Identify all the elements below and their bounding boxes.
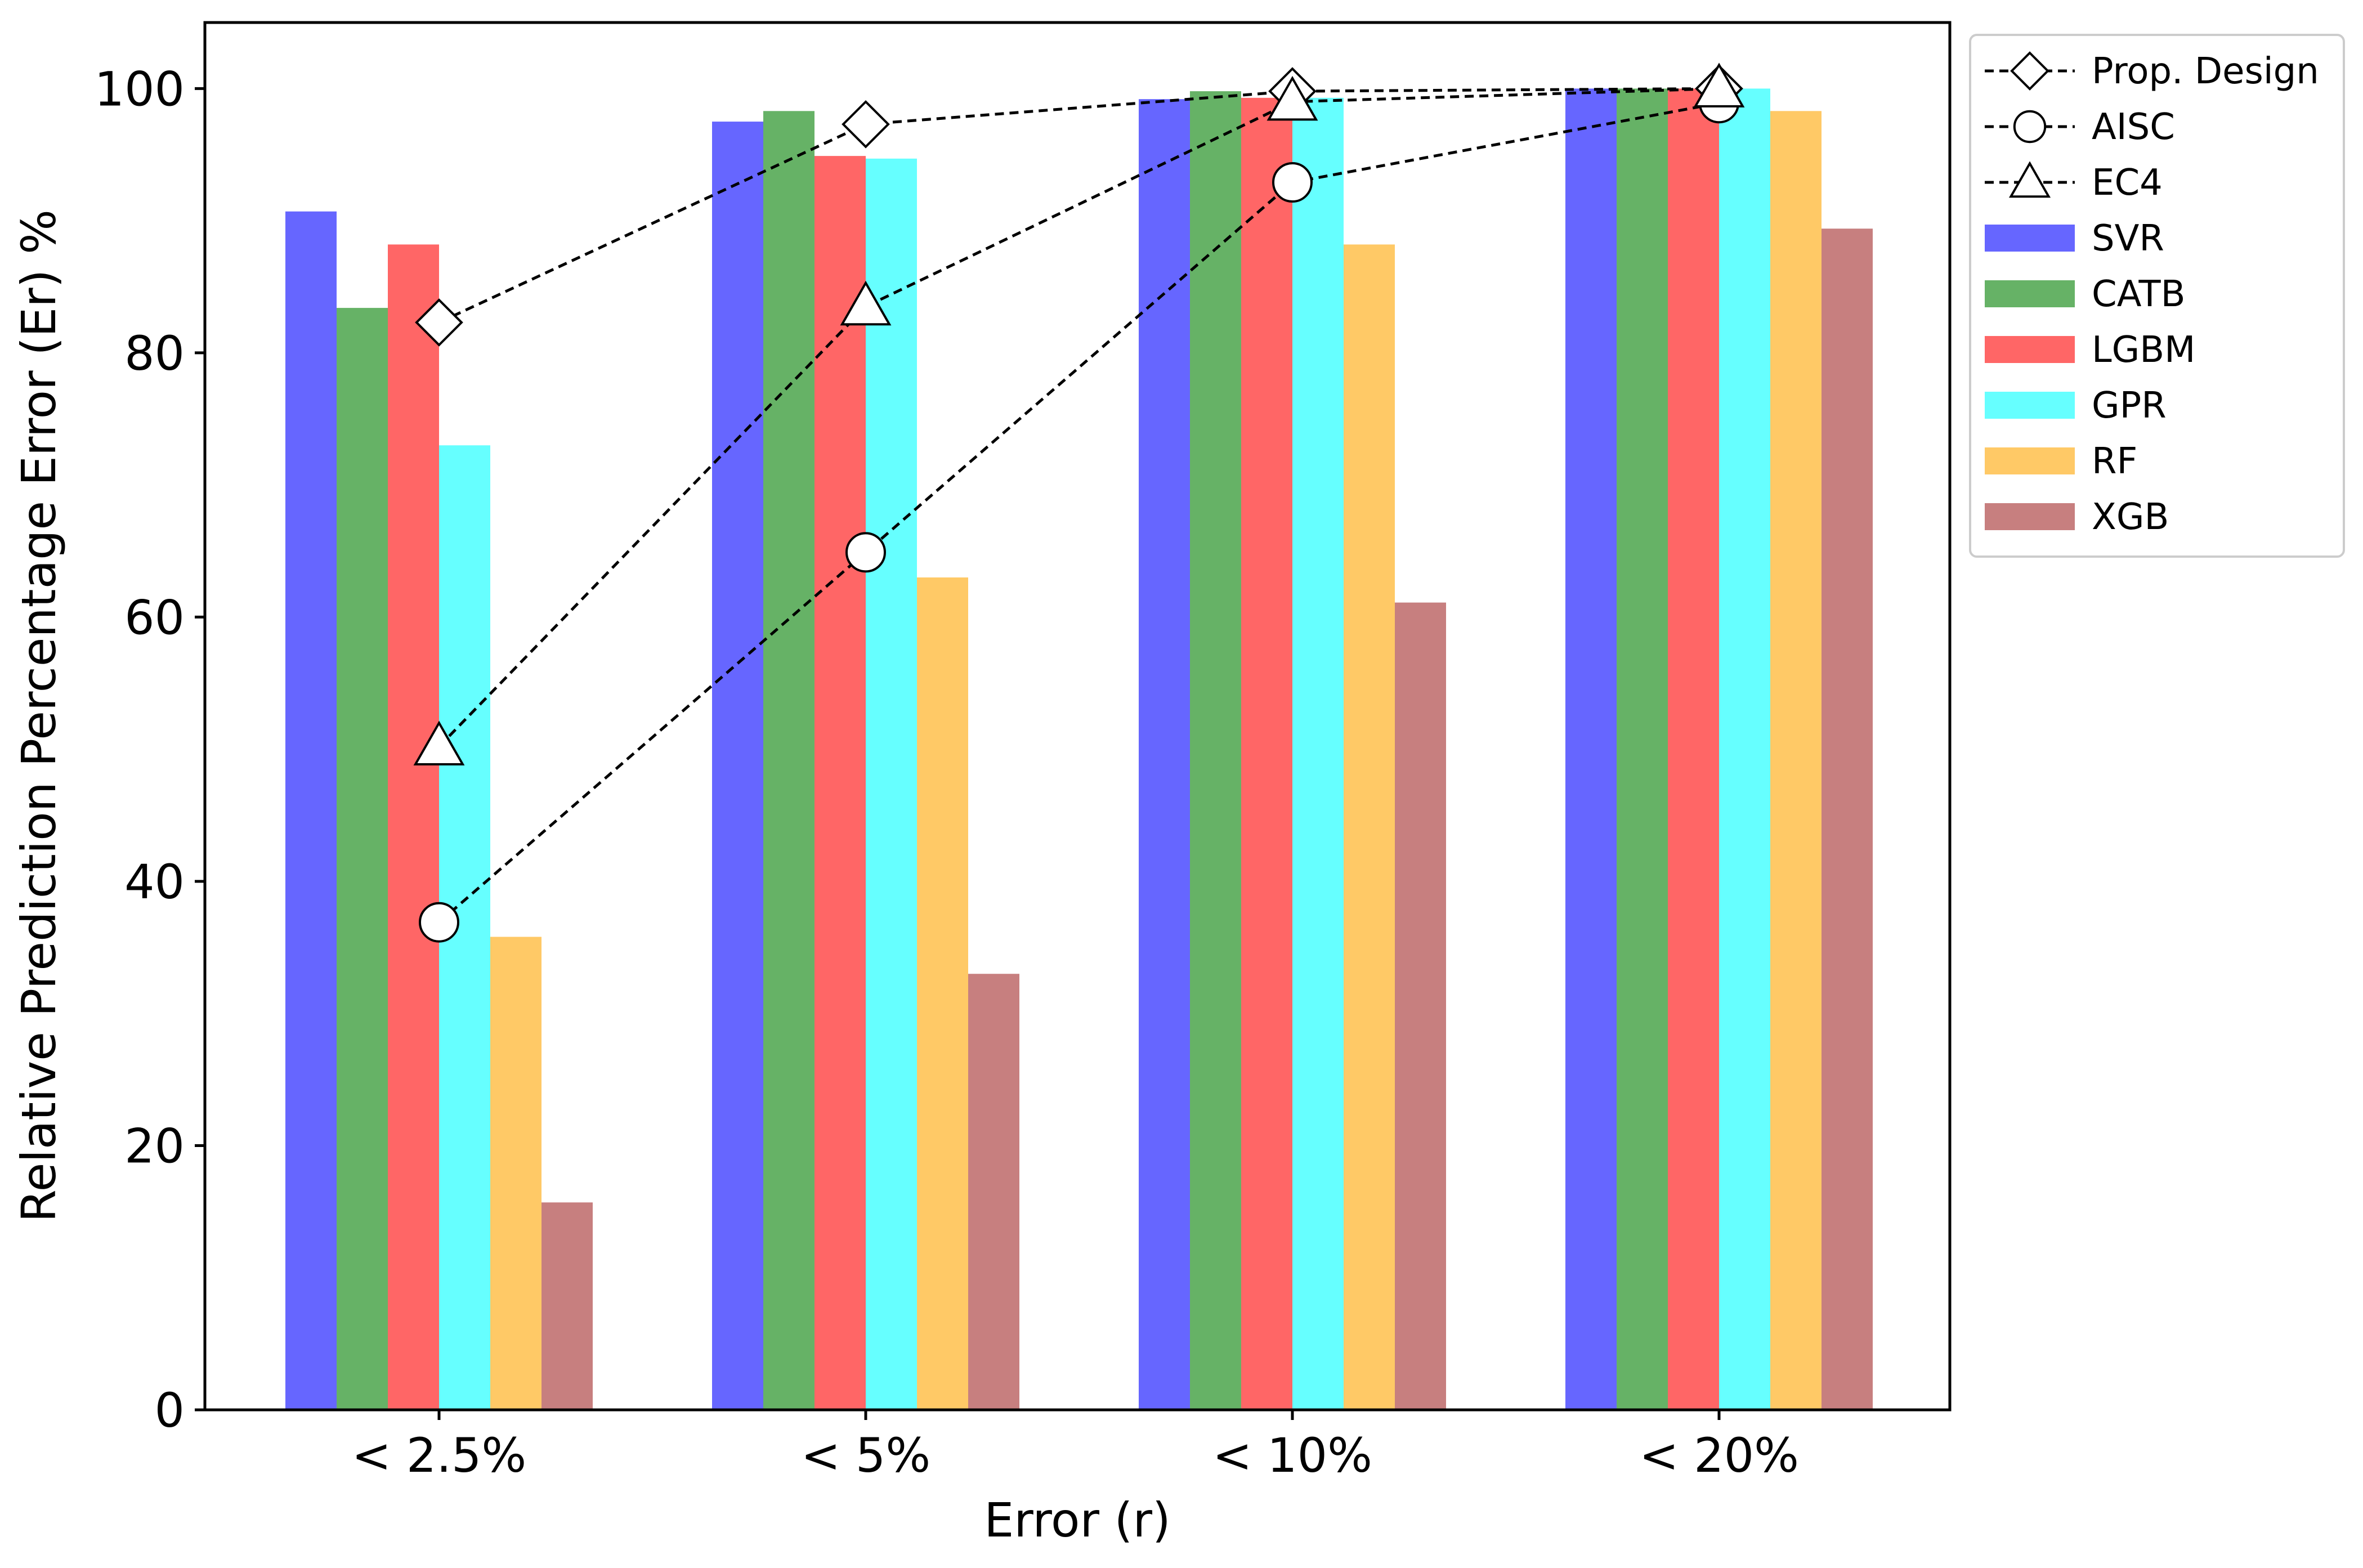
legend-label-8: XGB bbox=[2092, 496, 2169, 538]
y-tick-label-100: 100 bbox=[95, 61, 185, 117]
bar-xgb-2 bbox=[1395, 602, 1446, 1410]
point-ec4-1 bbox=[840, 280, 892, 326]
y-tick-label-0: 0 bbox=[155, 1383, 185, 1438]
x-tick-label-0: < 2.5% bbox=[352, 1428, 527, 1483]
bar-gpr-2 bbox=[1292, 97, 1344, 1410]
legend-label-4: CATB bbox=[2092, 274, 2186, 315]
legend-marker-1 bbox=[2013, 110, 2047, 144]
bar-catb-0 bbox=[337, 308, 388, 1410]
plot-frame bbox=[203, 21, 1952, 1412]
legend-swatch-8 bbox=[1985, 503, 2075, 530]
point-aisc-0 bbox=[419, 902, 459, 943]
point-prop-design-0 bbox=[415, 298, 463, 347]
bar-svr-2 bbox=[1139, 99, 1190, 1410]
point-aisc-1 bbox=[845, 532, 886, 573]
bar-gpr-1 bbox=[866, 158, 917, 1410]
legend-marker-0 bbox=[2010, 51, 2049, 91]
bar-catb-2 bbox=[1190, 91, 1241, 1410]
bar-xgb-3 bbox=[1822, 229, 1873, 1410]
legend-label-5: LGBM bbox=[2092, 329, 2195, 371]
legend-marker-2 bbox=[2008, 161, 2051, 198]
point-prop-design-1 bbox=[842, 100, 890, 149]
y-tick-label-20: 20 bbox=[124, 1118, 185, 1173]
bar-lgbm-2 bbox=[1241, 97, 1292, 1410]
bar-svr-3 bbox=[1565, 88, 1617, 1410]
bar-xgb-1 bbox=[968, 974, 1019, 1410]
bars-layer bbox=[285, 88, 1873, 1410]
bar-xgb-0 bbox=[541, 1202, 593, 1410]
bar-lgbm-0 bbox=[388, 244, 439, 1410]
bar-lgbm-1 bbox=[814, 156, 866, 1410]
bar-catb-1 bbox=[763, 111, 814, 1410]
point-ec4-0 bbox=[413, 720, 465, 765]
y-axis: 0 20 40 60 80 100 bbox=[95, 61, 205, 1438]
legend-label-7: RF bbox=[2092, 441, 2137, 482]
legend: Prop. Design AISC EC4 SVR CATB LGBM GPR RF XGB bbox=[1969, 34, 2345, 558]
bar-rf-1 bbox=[917, 577, 968, 1410]
legend-swatch-4 bbox=[1985, 280, 2075, 307]
legend-swatch-7 bbox=[1985, 447, 2075, 474]
legend-label-6: GPR bbox=[2092, 385, 2167, 427]
bar-catb-3 bbox=[1617, 88, 1668, 1410]
point-aisc-2 bbox=[1272, 162, 1313, 203]
y-tick-label-40: 40 bbox=[124, 854, 185, 910]
x-tick-label-1: < 5% bbox=[801, 1428, 930, 1483]
x-tick-label-2: < 10% bbox=[1212, 1428, 1372, 1483]
x-axis-title: Error (r) bbox=[984, 1493, 1171, 1548]
legend-swatch-3 bbox=[1985, 225, 2075, 252]
bar-rf-3 bbox=[1770, 111, 1822, 1410]
bar-rf-2 bbox=[1344, 244, 1395, 1410]
legend-swatch-6 bbox=[1985, 392, 2075, 419]
line-aisc bbox=[438, 101, 1720, 924]
bar-rf-0 bbox=[490, 937, 541, 1410]
legend-label-2: EC4 bbox=[2092, 162, 2163, 204]
legend-label-3: SVR bbox=[2092, 218, 2164, 259]
y-tick-label-60: 60 bbox=[124, 590, 185, 645]
y-tick-label-80: 80 bbox=[124, 326, 185, 381]
lines-layer bbox=[413, 62, 1745, 943]
x-tick-label-3: < 20% bbox=[1639, 1428, 1799, 1483]
line-ec4 bbox=[438, 87, 1720, 748]
point-ec4-3 bbox=[1693, 62, 1745, 107]
y-axis-title: Relative Prediction Percentage Error (Er… bbox=[11, 209, 66, 1222]
legend-frame bbox=[1969, 34, 2345, 558]
legend-label-1: AISC bbox=[2092, 106, 2175, 148]
legend-swatch-5 bbox=[1985, 336, 2075, 363]
bar-lgbm-3 bbox=[1668, 88, 1719, 1410]
x-axis: < 2.5% < 5% < 10% < 20% bbox=[352, 1410, 1799, 1483]
bar-gpr-3 bbox=[1719, 88, 1770, 1410]
legend-label-0: Prop. Design bbox=[2092, 51, 2319, 92]
bar-svr-0 bbox=[285, 211, 337, 1410]
line-prop-design bbox=[438, 87, 1720, 324]
bar-svr-1 bbox=[712, 122, 763, 1410]
point-ec4-2 bbox=[1266, 75, 1318, 121]
